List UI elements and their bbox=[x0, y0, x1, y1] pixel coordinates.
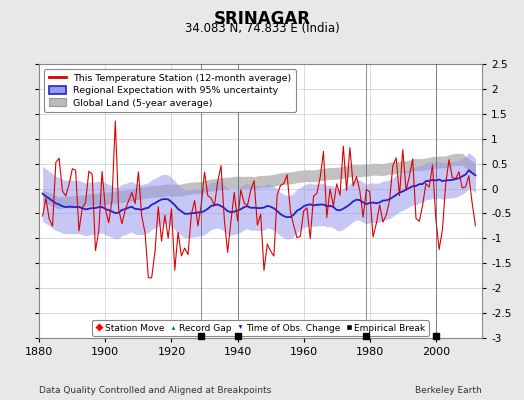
Text: 34.083 N, 74.833 E (India): 34.083 N, 74.833 E (India) bbox=[184, 22, 340, 35]
Text: SRINAGAR: SRINAGAR bbox=[213, 10, 311, 28]
Text: Berkeley Earth: Berkeley Earth bbox=[416, 386, 482, 395]
Text: Data Quality Controlled and Aligned at Breakpoints: Data Quality Controlled and Aligned at B… bbox=[39, 386, 271, 395]
Legend: Station Move, Record Gap, Time of Obs. Change, Empirical Break: Station Move, Record Gap, Time of Obs. C… bbox=[92, 320, 429, 336]
